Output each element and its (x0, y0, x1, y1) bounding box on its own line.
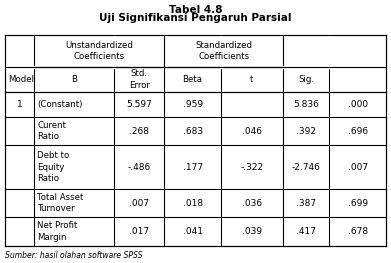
Text: .417: .417 (296, 227, 316, 236)
Text: 5.836: 5.836 (293, 100, 319, 109)
Text: .959: .959 (183, 100, 203, 109)
Text: .696: .696 (348, 127, 368, 135)
Text: Debt to
Equity
Ratio: Debt to Equity Ratio (38, 151, 70, 183)
Text: B: B (71, 75, 77, 84)
Text: -.486: -.486 (127, 163, 151, 171)
Text: .683: .683 (183, 127, 203, 135)
Text: .007: .007 (348, 163, 368, 171)
Text: .000: .000 (348, 100, 368, 109)
Text: .177: .177 (183, 163, 203, 171)
Text: .039: .039 (242, 227, 262, 236)
Text: .041: .041 (183, 227, 203, 236)
Text: 1: 1 (17, 100, 23, 109)
Text: t: t (250, 75, 253, 84)
Text: Uji Signifikansi Pengaruh Parsial: Uji Signifikansi Pengaruh Parsial (99, 13, 292, 23)
Text: Beta: Beta (183, 75, 203, 84)
Text: Unstandardized
Coefficients: Unstandardized Coefficients (65, 41, 133, 61)
Text: .387: .387 (296, 199, 316, 208)
Text: Curent
Ratio: Curent Ratio (38, 121, 66, 141)
Text: (Constant): (Constant) (38, 100, 83, 109)
Text: .699: .699 (348, 199, 368, 208)
Text: .018: .018 (183, 199, 203, 208)
Text: .017: .017 (129, 227, 149, 236)
Text: Std.
Error: Std. Error (129, 69, 150, 90)
Text: Model: Model (8, 75, 34, 84)
Text: Sig.: Sig. (298, 75, 314, 84)
Text: .046: .046 (242, 127, 262, 135)
Text: Tabel 4.8: Tabel 4.8 (169, 5, 222, 15)
Text: .007: .007 (129, 199, 149, 208)
Text: Net Profit
Margin: Net Profit Margin (38, 221, 78, 242)
Text: .392: .392 (296, 127, 316, 135)
Text: .268: .268 (129, 127, 149, 135)
Text: Standardized
Coefficients: Standardized Coefficients (195, 41, 252, 61)
Text: 5.597: 5.597 (126, 100, 152, 109)
Text: .678: .678 (348, 227, 368, 236)
Text: -.322: -.322 (240, 163, 264, 171)
Text: -2.746: -2.746 (292, 163, 321, 171)
Text: .036: .036 (242, 199, 262, 208)
Text: Sumber: hasil olahan software SPSS: Sumber: hasil olahan software SPSS (5, 251, 143, 260)
Text: Total Asset
Turnover: Total Asset Turnover (38, 193, 84, 213)
